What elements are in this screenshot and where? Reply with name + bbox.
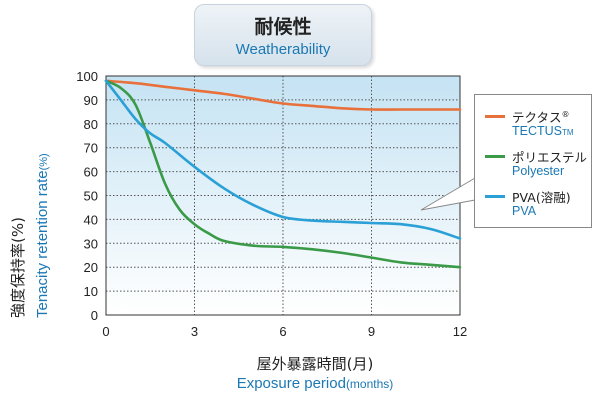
x-tick-label: 9 [368, 324, 375, 339]
legend-label-jp: ポリエステル [512, 150, 588, 165]
series-line-tectus [104, 79, 462, 111]
x-tick-label: 12 [453, 324, 467, 339]
legend: テクタス® TECTUSTM ポリエステル Polyester PVA(溶融) … [474, 94, 592, 228]
y-tick-label: 10 [84, 284, 98, 299]
x-tick-label: 6 [279, 324, 286, 339]
legend-label-en: PVA [512, 204, 537, 218]
chart-title-en: Weatherability [235, 41, 331, 58]
x-axis-label-en: Exposure period(months) [0, 375, 600, 392]
y-axis-label-en: Tenacity retention rate(%) [34, 153, 51, 318]
legend-label-jp: PVA(溶融) [512, 190, 571, 205]
y-tick-label: 50 [84, 189, 98, 204]
y-tick-label: 100 [76, 69, 98, 84]
x-tick-labels: 0 3 6 9 12 [102, 324, 467, 339]
y-tick-label: 90 [84, 93, 98, 108]
legend-swatch-polyester [485, 155, 505, 158]
y-tick-labels: 0 10 20 30 40 50 60 70 80 90 100 [76, 69, 98, 323]
y-tick-label: 20 [84, 260, 98, 275]
series-lines [104, 79, 462, 269]
y-tick-label: 40 [84, 212, 98, 227]
legend-label-jp: テクタス® [512, 109, 570, 125]
y-tick-label: 60 [84, 165, 98, 180]
legend-swatch-tectus [485, 115, 505, 118]
legend-swatch-pva [485, 195, 505, 198]
legend-label-en: Polyester [512, 164, 565, 178]
y-axis-label-en-main: Tenacity retention rate [34, 170, 51, 318]
x-axis-label-jp: 屋外暴露時間(月) [256, 355, 374, 373]
series-line-pva [104, 79, 462, 240]
y-tick-label: 70 [84, 141, 98, 156]
legend-callout-pointer [420, 177, 476, 211]
chart-title-jp: 耐候性 [254, 16, 312, 38]
y-tick-label: 80 [84, 117, 98, 132]
title-box: 耐候性 Weatherability [194, 4, 372, 66]
y-tick-label: 30 [84, 236, 98, 251]
x-tick-label: 0 [102, 324, 109, 339]
x-axis-label-en-main: Exposure period [236, 375, 346, 392]
legend-label-en: TECTUSTM [512, 124, 574, 138]
y-tick-label: 0 [91, 308, 98, 323]
y-axis-label-en-unit: (%) [38, 153, 50, 170]
y-axis-label-jp: 強度保持率(%) [9, 217, 27, 318]
x-axis-label-en-unit: (months) [345, 377, 394, 391]
x-tick-label: 3 [191, 324, 198, 339]
